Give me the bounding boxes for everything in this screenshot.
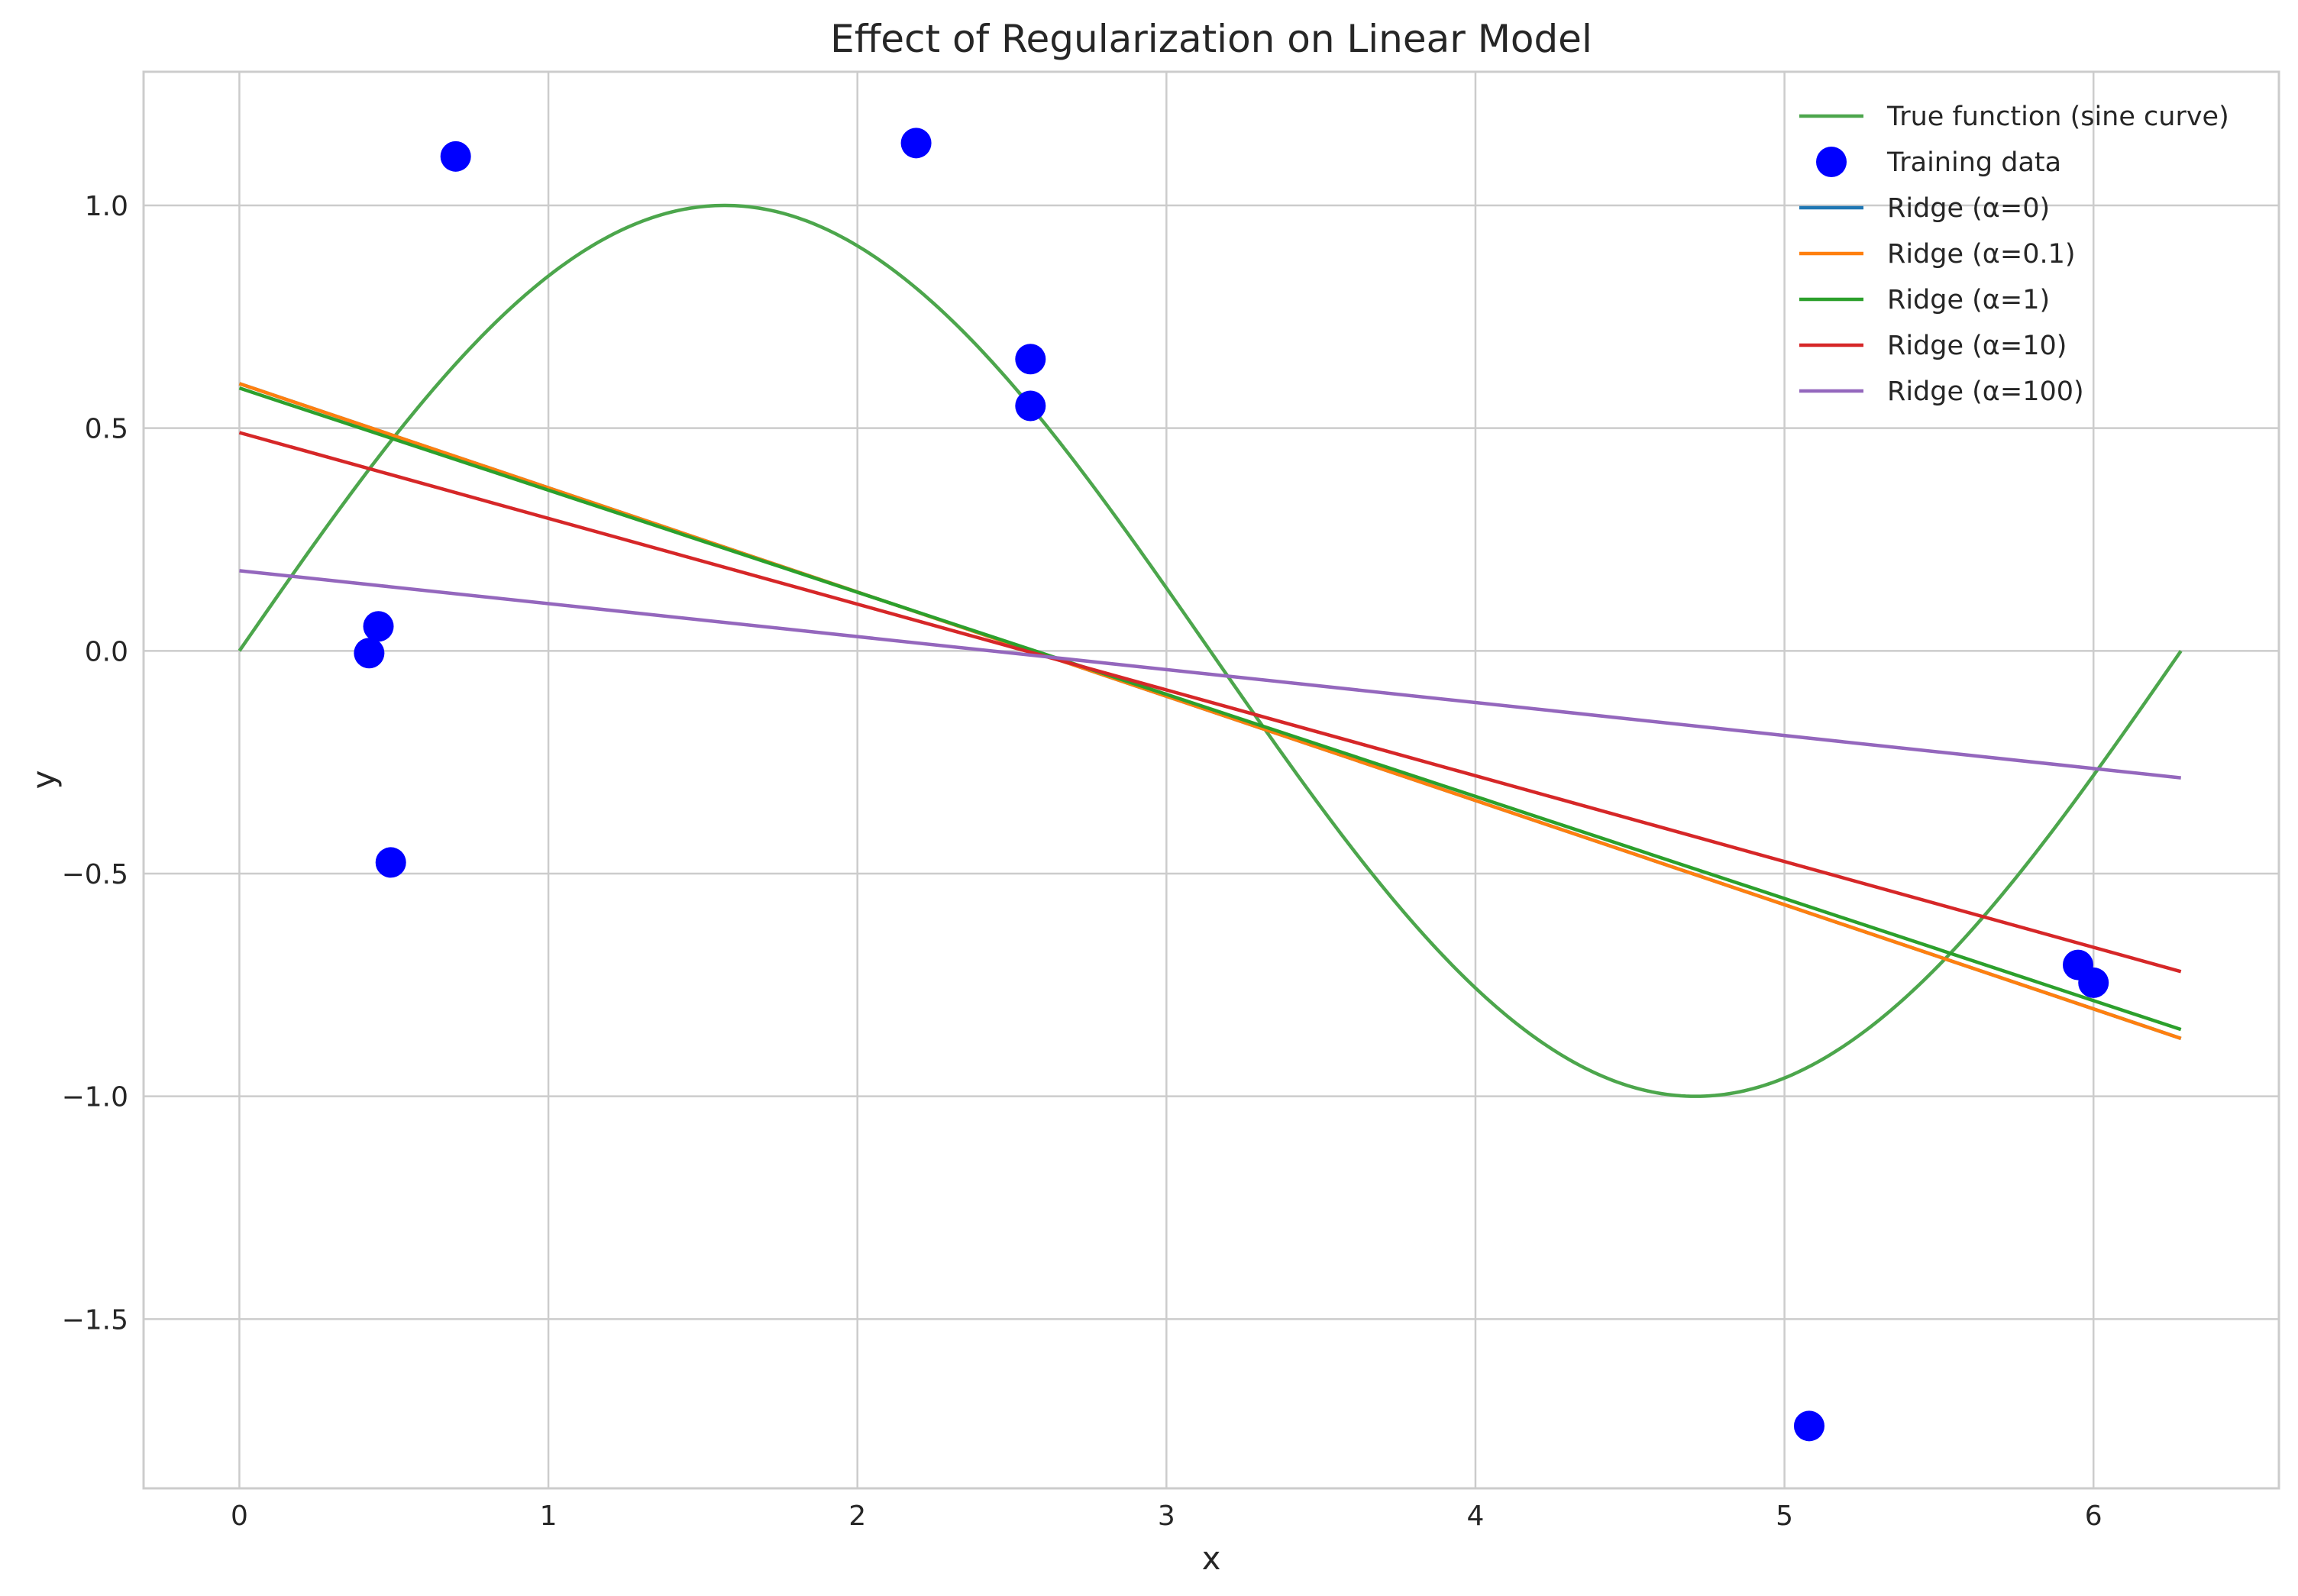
x-axis-label: x [1202, 1539, 1221, 1577]
y-axis-label: y [25, 771, 63, 790]
training-point [1015, 390, 1046, 422]
training-point [363, 611, 394, 642]
training-point [375, 847, 406, 878]
training-point [440, 141, 471, 172]
series-line-1 [238, 382, 2182, 1040]
plot-lines [238, 203, 2183, 1098]
legend-label: Ridge (α=100) [1887, 376, 2084, 407]
legend-label: Ridge (α=10) [1887, 331, 2067, 361]
y-tick-label: 0.0 [85, 636, 128, 667]
training-point [1793, 1410, 1825, 1442]
y-tick-label: 1.0 [85, 191, 128, 222]
training-point [354, 638, 385, 669]
x-tick-label: 1 [540, 1501, 558, 1532]
y-tick-label: −0.5 [62, 859, 128, 890]
plot-points [354, 128, 2109, 1442]
x-tick-label: 5 [1776, 1501, 1793, 1532]
legend-label: Ridge (α=1) [1887, 285, 2050, 315]
legend-label: Ridge (α=0) [1887, 193, 2050, 224]
y-tick-label: −1.5 [62, 1304, 128, 1336]
true-function-line [238, 203, 2183, 1098]
legend: True function (sine curve) Training data R… [1799, 102, 2229, 407]
training-point [1015, 344, 1046, 375]
legend-label: Training data [1886, 147, 2061, 178]
legend-label: True function (sine curve) [1886, 102, 2229, 132]
training-point [900, 128, 932, 159]
x-tick-labels: 0 1 2 3 4 5 6 [231, 1501, 2102, 1532]
y-tick-label: −1.0 [62, 1082, 128, 1113]
plot-frame [142, 70, 2280, 1490]
x-tick-label: 2 [848, 1501, 866, 1532]
x-tick-label: 0 [231, 1501, 248, 1532]
x-tick-label: 3 [1158, 1501, 1175, 1532]
y-tick-labels: −1.5 −1.0 −0.5 0.0 0.5 1.0 [62, 191, 128, 1336]
series-line-4 [239, 569, 2181, 780]
series-line-3 [238, 431, 2182, 974]
training-point [2078, 967, 2109, 998]
y-tick-label: 0.5 [85, 414, 128, 445]
legend-label: Ridge (α=0.1) [1887, 239, 2076, 270]
chart-title: Effect of Regularization on Linear Model [830, 17, 1592, 61]
x-tick-label: 4 [1467, 1501, 1485, 1532]
series-line-2 [238, 386, 2182, 1032]
x-tick-label: 6 [2085, 1501, 2102, 1532]
legend-swatch-marker [1816, 147, 1847, 177]
